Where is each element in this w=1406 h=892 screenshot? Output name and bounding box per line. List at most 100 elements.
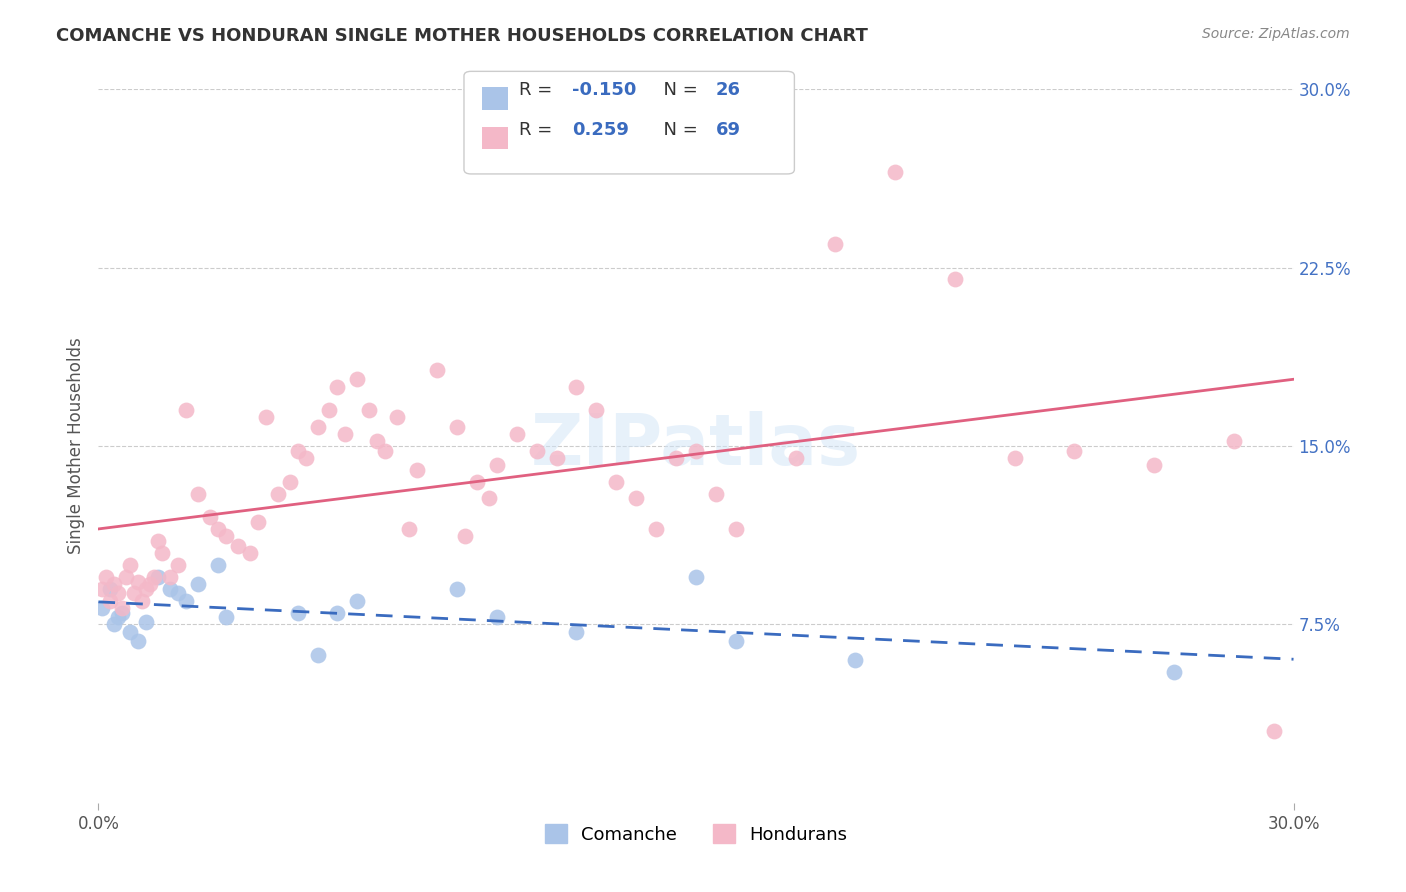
Point <box>91 600 114 615</box>
Point <box>824 236 846 251</box>
Point <box>1063 443 1085 458</box>
Text: N =: N = <box>652 81 704 99</box>
Point <box>605 475 627 489</box>
Point <box>1263 724 1285 739</box>
Point <box>1223 434 1246 449</box>
Point <box>526 443 548 458</box>
Y-axis label: Single Mother Households: Single Mother Households <box>66 338 84 554</box>
Point <box>159 582 181 596</box>
Point <box>307 648 329 663</box>
Point <box>1143 458 1166 472</box>
Text: Source: ZipAtlas.com: Source: ZipAtlas.com <box>1202 27 1350 41</box>
Point <box>485 458 508 472</box>
Point <box>645 522 668 536</box>
Point <box>143 570 166 584</box>
Point <box>426 363 449 377</box>
Point <box>665 450 688 465</box>
Point <box>446 420 468 434</box>
Text: 0.259: 0.259 <box>572 120 628 138</box>
Text: N =: N = <box>652 120 704 138</box>
Point <box>346 372 368 386</box>
Point <box>724 522 747 536</box>
Point <box>115 570 138 584</box>
Point <box>506 427 529 442</box>
Point <box>704 486 727 500</box>
Point <box>546 450 568 465</box>
Point <box>111 606 134 620</box>
Point <box>124 586 146 600</box>
Point <box>91 582 114 596</box>
Point <box>148 534 170 549</box>
Point <box>96 570 118 584</box>
Point <box>174 403 197 417</box>
Text: ZIPatlas: ZIPatlas <box>531 411 860 481</box>
Point <box>127 574 149 589</box>
Point <box>287 443 309 458</box>
Point <box>148 570 170 584</box>
Point <box>239 546 262 560</box>
Point <box>385 410 409 425</box>
Point <box>215 529 238 543</box>
Point <box>174 593 197 607</box>
Point <box>287 606 309 620</box>
Point <box>485 610 508 624</box>
Point <box>139 577 162 591</box>
Point <box>1004 450 1026 465</box>
Text: -0.150: -0.150 <box>572 81 637 99</box>
Point <box>135 582 157 596</box>
Point <box>103 577 125 591</box>
Point <box>585 403 607 417</box>
Point <box>187 486 209 500</box>
Point <box>326 606 349 620</box>
Text: R =: R = <box>519 120 564 138</box>
Point <box>374 443 396 458</box>
Point <box>565 624 588 639</box>
Point <box>98 593 122 607</box>
Point <box>359 403 381 417</box>
Point <box>150 546 173 560</box>
Point <box>167 586 190 600</box>
Point <box>943 272 966 286</box>
Point <box>1163 665 1185 679</box>
Point <box>267 486 290 500</box>
Point <box>127 634 149 648</box>
Text: R =: R = <box>519 81 558 99</box>
Point <box>626 491 648 506</box>
Point <box>107 610 129 624</box>
Point <box>187 577 209 591</box>
Point <box>135 615 157 629</box>
Point <box>207 522 229 536</box>
Point <box>226 539 249 553</box>
Text: COMANCHE VS HONDURAN SINGLE MOTHER HOUSEHOLDS CORRELATION CHART: COMANCHE VS HONDURAN SINGLE MOTHER HOUSE… <box>56 27 868 45</box>
Point <box>159 570 181 584</box>
Point <box>346 593 368 607</box>
Point <box>478 491 501 506</box>
Point <box>215 610 238 624</box>
Point <box>107 586 129 600</box>
Point <box>685 570 707 584</box>
Point <box>167 558 190 572</box>
Point <box>120 558 142 572</box>
Point <box>278 475 301 489</box>
Point <box>465 475 488 489</box>
Point <box>446 582 468 596</box>
Legend: Comanche, Hondurans: Comanche, Hondurans <box>537 817 855 851</box>
Point <box>884 165 907 179</box>
Point <box>246 515 269 529</box>
Point <box>724 634 747 648</box>
Point <box>366 434 388 449</box>
Point <box>326 379 349 393</box>
Point <box>398 522 420 536</box>
Point <box>207 558 229 572</box>
Point <box>103 617 125 632</box>
Text: 69: 69 <box>716 120 741 138</box>
Point <box>406 463 429 477</box>
Point <box>565 379 588 393</box>
Point <box>120 624 142 639</box>
Point <box>685 443 707 458</box>
Point <box>131 593 153 607</box>
Point <box>198 510 221 524</box>
Point <box>294 450 316 465</box>
Point <box>111 600 134 615</box>
Text: 26: 26 <box>716 81 741 99</box>
